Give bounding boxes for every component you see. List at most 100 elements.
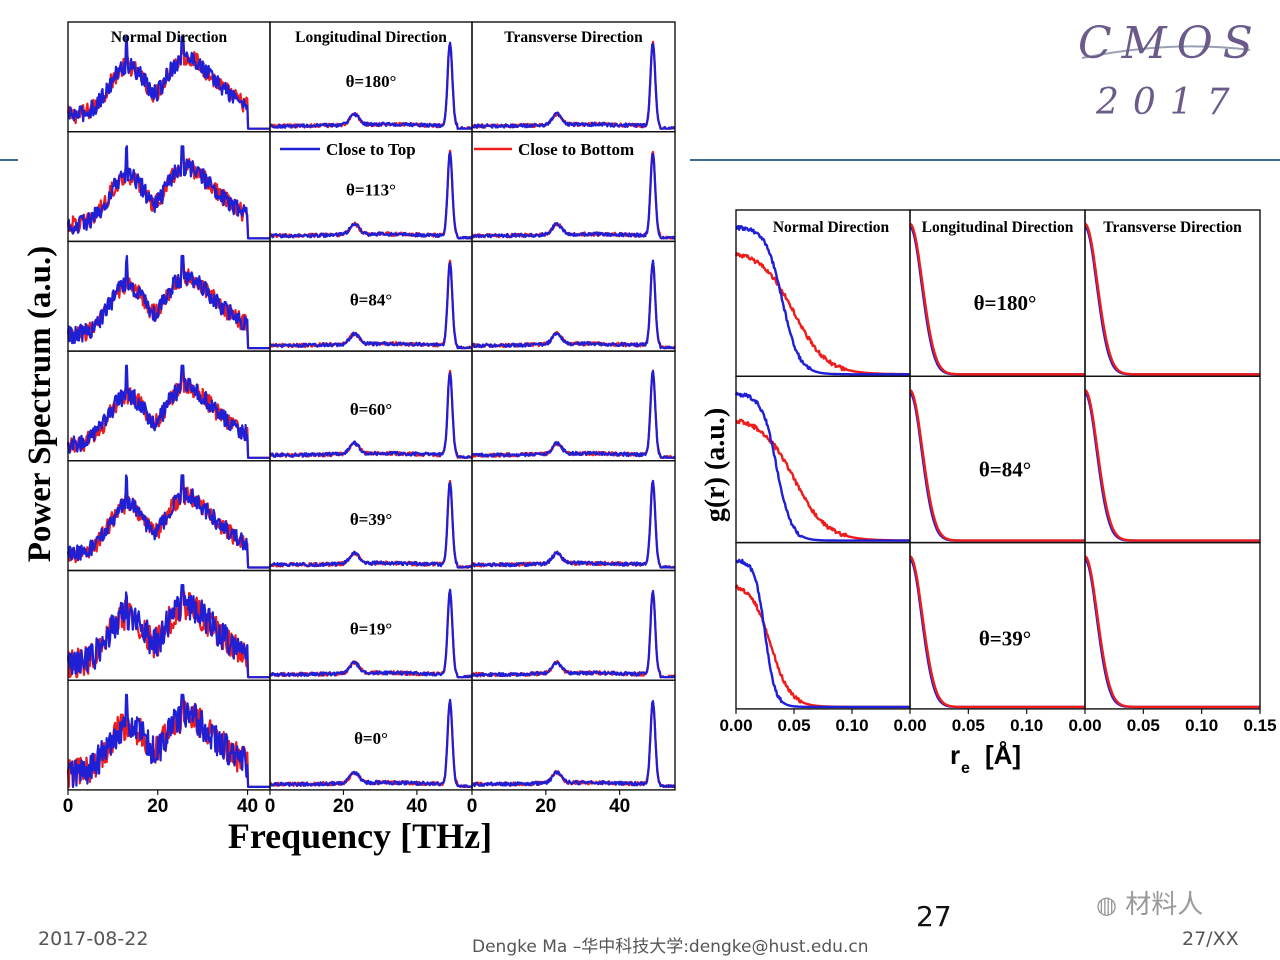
legend-label-bottom: Close to Bottom xyxy=(518,140,634,159)
column-title: Longitudinal Direction xyxy=(922,219,1074,236)
series-close-to-bottom xyxy=(909,555,1086,709)
series-close-to-bottom xyxy=(909,222,1086,376)
x-tick-label: 40 xyxy=(237,796,258,817)
column-title: Longitudinal Direction xyxy=(295,29,447,46)
theta-label: θ=19° xyxy=(350,620,392,639)
page-number: 27 xyxy=(916,900,952,933)
ps-panel-0-4 xyxy=(66,460,271,572)
logo-year: 2017 xyxy=(1096,82,1244,123)
footer-date: 2017-08-22 xyxy=(38,928,149,950)
gr-panel-2-1 xyxy=(1084,375,1261,544)
theta-label: θ=180° xyxy=(346,72,397,91)
x-axis-label: Frequency [THz] xyxy=(228,816,492,856)
series-close-to-top xyxy=(471,700,676,788)
logo-swoosh xyxy=(1081,45,1251,59)
series-close-to-bottom xyxy=(1084,555,1261,709)
legend: Close to Top Close to Bottom xyxy=(280,140,634,159)
x-tick-label: 0.10 xyxy=(1010,716,1043,735)
gr-panel-1-0: θ=180° xyxy=(909,209,1086,378)
panel-frame xyxy=(471,460,676,572)
x-tick-label: 20 xyxy=(147,796,168,817)
x-tick-label: 0.00 xyxy=(719,716,752,735)
gr-panel-0-1 xyxy=(734,375,911,544)
logo-cmos: CMOS xyxy=(1078,18,1263,69)
series-close-to-top xyxy=(66,254,271,350)
decorative-rules xyxy=(0,45,1280,161)
series-close-to-top xyxy=(67,693,271,788)
x-tick-label: 0.15 xyxy=(1243,716,1276,735)
series-close-to-bottom xyxy=(909,389,1086,542)
pair-distribution-figure: Normal Direction 0.00 0.05 0.10 θ=180° θ=84° θ… xyxy=(700,209,1277,777)
series-close-to-bottom xyxy=(67,474,271,569)
x-tick-label: 0.05 xyxy=(777,716,810,735)
x-tick-label: 0 xyxy=(467,796,478,817)
series-close-to-bottom xyxy=(66,148,271,240)
x-axis-label: r xyxy=(950,740,960,770)
theta-label: θ=39° xyxy=(350,510,392,529)
panel-frame xyxy=(735,375,911,544)
series-close-to-top xyxy=(471,259,676,350)
series-close-to-bottom xyxy=(471,40,676,130)
x-tick-label: 0.00 xyxy=(1068,716,1101,735)
footer-page-total: 27/XX xyxy=(1182,928,1239,950)
gr-panel-0-2 xyxy=(734,541,911,710)
panel-frame xyxy=(1084,375,1261,544)
panel-frame xyxy=(471,240,676,352)
series-close-to-top xyxy=(1084,392,1261,542)
panel-frame xyxy=(471,350,676,462)
series-close-to-top xyxy=(471,152,676,240)
footer-author: Dengke Ma –华中科技大学:dengke@hust.edu.cn xyxy=(472,937,869,957)
series-close-to-bottom xyxy=(471,150,676,240)
y-axis-label: Power Spectrum (a.u.) xyxy=(22,246,58,563)
series-close-to-top xyxy=(471,369,676,459)
series-close-to-top xyxy=(66,584,271,679)
series-close-to-bottom xyxy=(471,481,676,569)
column-title: Transverse Direction xyxy=(1103,219,1242,236)
ps-panel-2-2 xyxy=(471,240,676,352)
series-close-to-bottom xyxy=(734,584,911,709)
series-close-to-top xyxy=(735,558,911,709)
ps-panel-1-5: θ=19° xyxy=(269,569,473,681)
ps-panel-1-4: θ=39° xyxy=(268,460,473,572)
series-close-to-top xyxy=(66,474,271,569)
series-close-to-top xyxy=(470,589,676,679)
series-close-to-bottom xyxy=(734,252,911,376)
ps-panel-0-5 xyxy=(66,569,271,681)
column-title: Normal Direction xyxy=(773,219,890,236)
series-close-to-top xyxy=(269,41,473,130)
series-close-to-top xyxy=(268,482,473,569)
x-tick-label: 20 xyxy=(535,796,556,817)
series-close-to-top xyxy=(470,42,676,130)
gr-panel-1-1: θ=84° xyxy=(909,375,1086,544)
ps-panel-1-0: θ=180° xyxy=(269,21,473,133)
ps-panel-1-2: θ=84° xyxy=(268,240,473,352)
panel-frame xyxy=(471,679,676,791)
series-close-to-top xyxy=(1084,558,1261,709)
series-close-to-bottom xyxy=(66,369,271,459)
wechat-icon: ◍ xyxy=(1096,891,1117,919)
series-close-to-top xyxy=(1084,225,1261,376)
series-close-to-top xyxy=(269,588,473,679)
ps-panel-0-3 xyxy=(66,350,271,462)
series-close-to-top xyxy=(67,35,271,130)
y-axis-label: g(r) (a.u.) xyxy=(700,408,731,522)
panel-frame xyxy=(67,350,271,462)
series-close-to-bottom xyxy=(1084,222,1261,376)
series-close-to-top xyxy=(269,371,473,459)
x-tick-label: 0.05 xyxy=(952,716,985,735)
ps-panel-1-3: θ=60° xyxy=(269,350,473,462)
series-close-to-bottom xyxy=(735,418,911,542)
x-tick-label: 0.05 xyxy=(1127,716,1160,735)
column-title: Transverse Direction xyxy=(504,29,643,46)
panel-frame xyxy=(1084,541,1261,710)
series-close-to-bottom xyxy=(66,37,271,130)
x-tick-label: 0.10 xyxy=(835,716,868,735)
theta-label: θ=60° xyxy=(350,400,392,419)
panel-frame xyxy=(67,130,271,243)
x-tick-label: 20 xyxy=(333,796,354,817)
theta-label: θ=39° xyxy=(979,627,1031,651)
x-axis-label-subscript: e xyxy=(961,760,970,777)
ps-panel-0-2 xyxy=(66,240,271,352)
ps-panel-2-3 xyxy=(470,350,676,462)
series-close-to-bottom xyxy=(471,260,676,350)
